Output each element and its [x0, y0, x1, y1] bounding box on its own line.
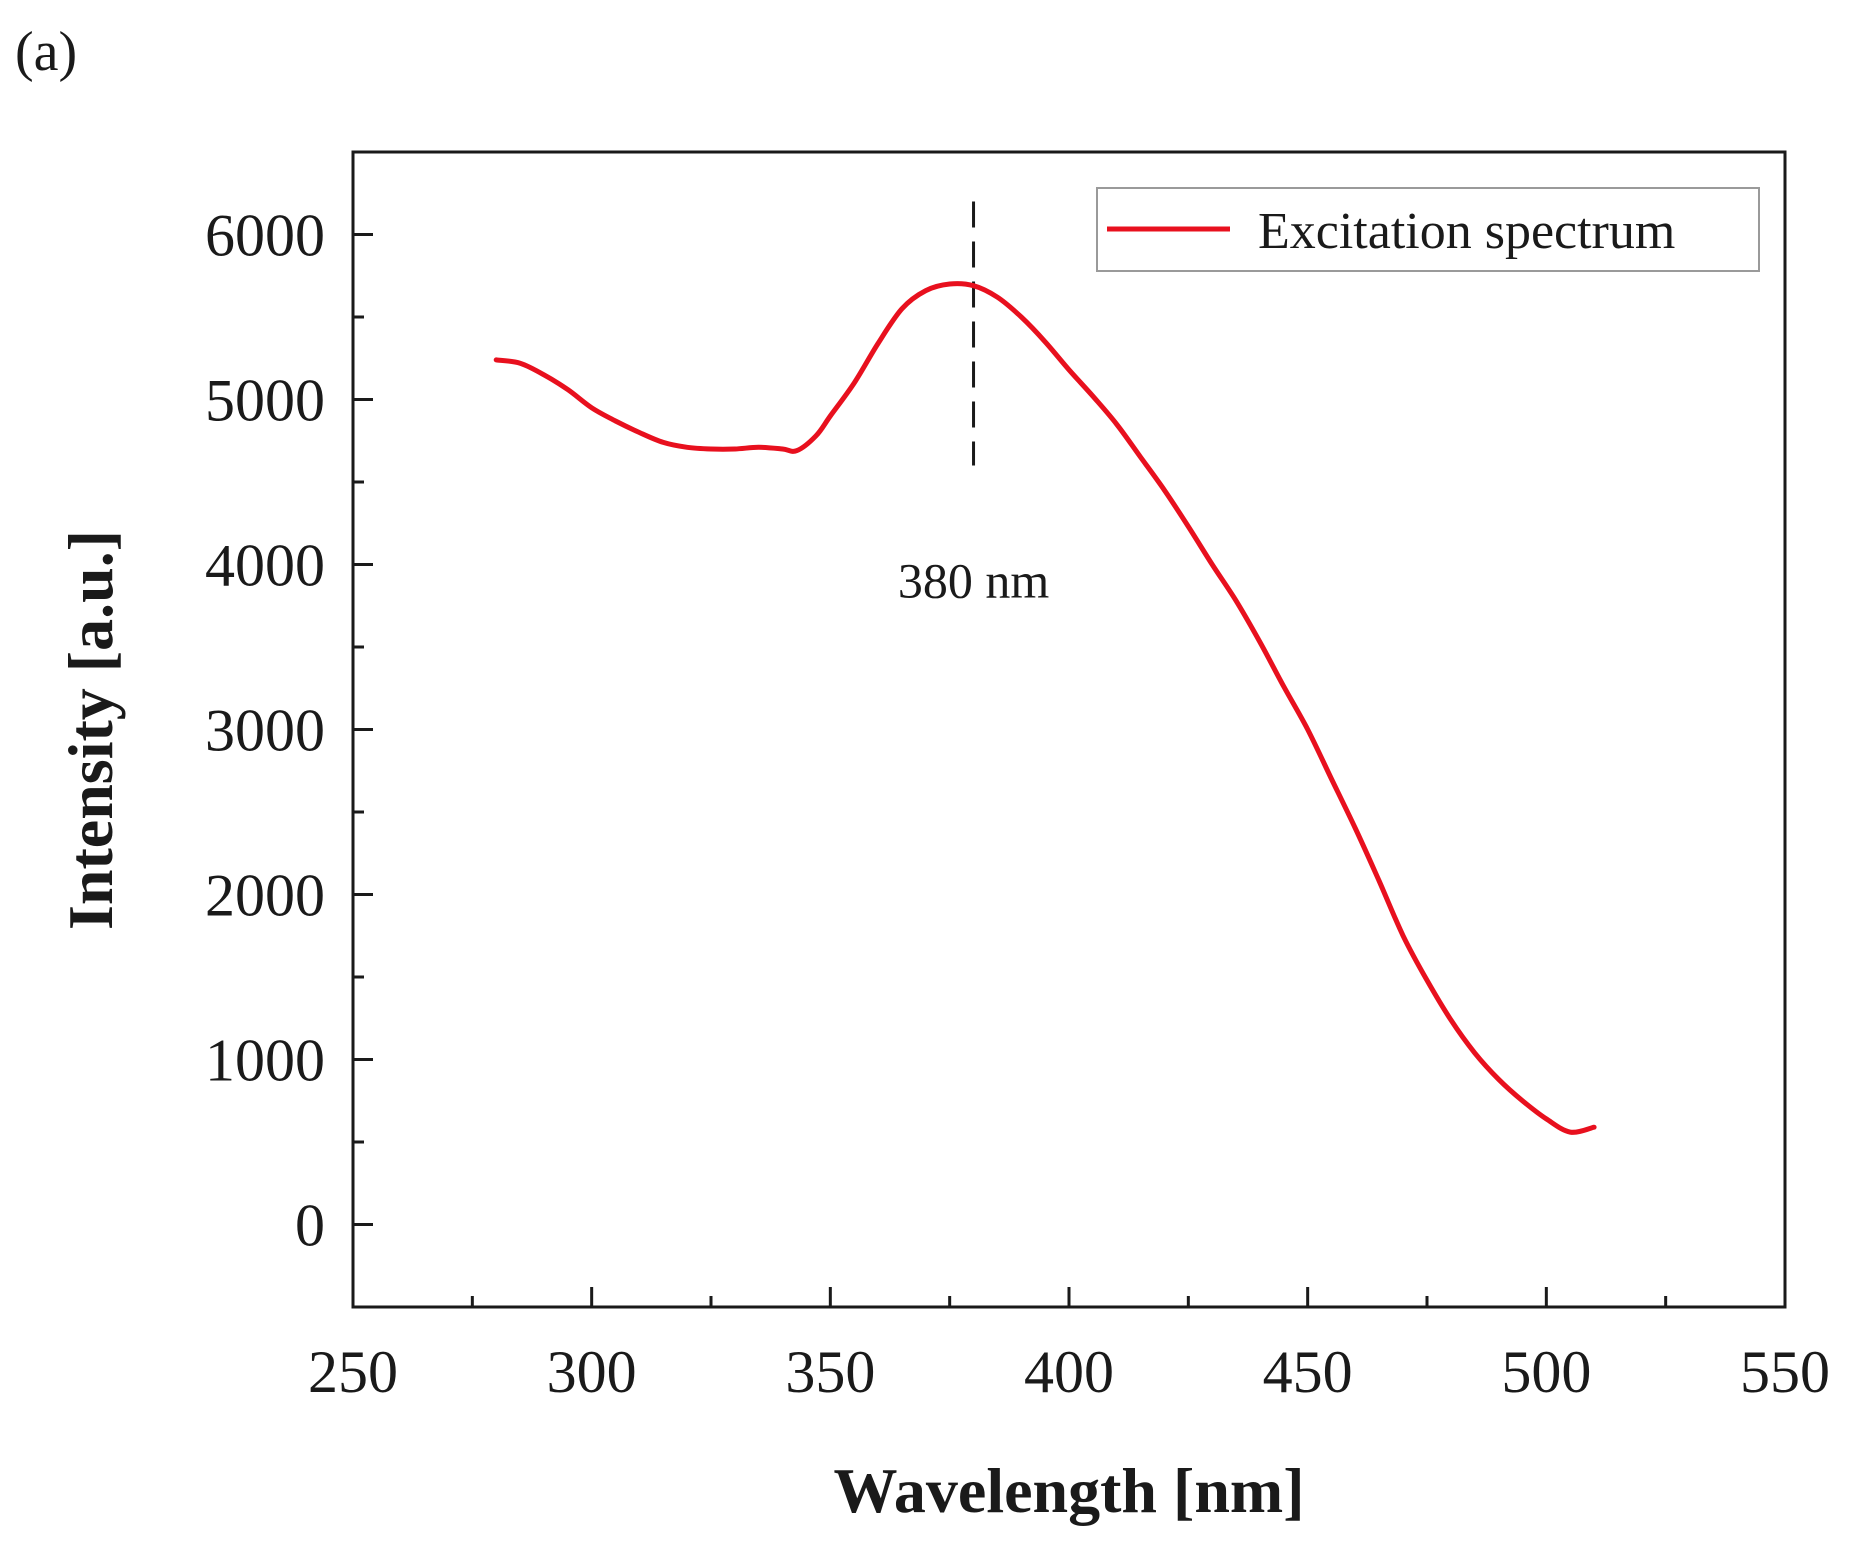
- excitation-spectrum-line: [493, 281, 1597, 1135]
- panel-label: (a): [15, 21, 77, 83]
- x-tick-label-300: 300: [547, 1339, 637, 1405]
- x-axis-ticks: [351, 1287, 1787, 1307]
- x-tick-label-450: 450: [1263, 1339, 1353, 1405]
- peak-annotation-label: 380 nm: [898, 553, 1050, 609]
- legend: Excitation spectrum: [1096, 187, 1760, 272]
- y-axis-title: Intensity [a.u.]: [55, 530, 126, 930]
- x-tick-label-250: 250: [308, 1339, 398, 1405]
- x-tick-label-350: 350: [785, 1339, 875, 1405]
- x-tick-label-400: 400: [1024, 1339, 1114, 1405]
- y-tick-label-0: 0: [295, 1193, 325, 1259]
- y-tick-label-3000: 3000: [205, 698, 325, 764]
- x-tick-label-550: 550: [1740, 1339, 1830, 1405]
- x-tick-label-500: 500: [1501, 1339, 1591, 1405]
- y-tick-label-5000: 5000: [205, 368, 325, 434]
- y-tick-label-4000: 4000: [205, 533, 325, 599]
- y-axis-tick-labels: 0 1000 2000 3000 4000 5000 6000: [205, 203, 325, 1259]
- x-axis-title: Wavelength [nm]: [833, 1455, 1304, 1526]
- x-axis-tick-labels: 250 300 350 400 450 500 550: [308, 1339, 1830, 1405]
- y-tick-label-6000: 6000: [205, 203, 325, 269]
- y-tick-label-2000: 2000: [205, 863, 325, 929]
- y-tick-label-1000: 1000: [205, 1028, 325, 1094]
- y-axis-ticks: [353, 150, 373, 1309]
- legend-label-excitation: Excitation spectrum: [1258, 203, 1675, 260]
